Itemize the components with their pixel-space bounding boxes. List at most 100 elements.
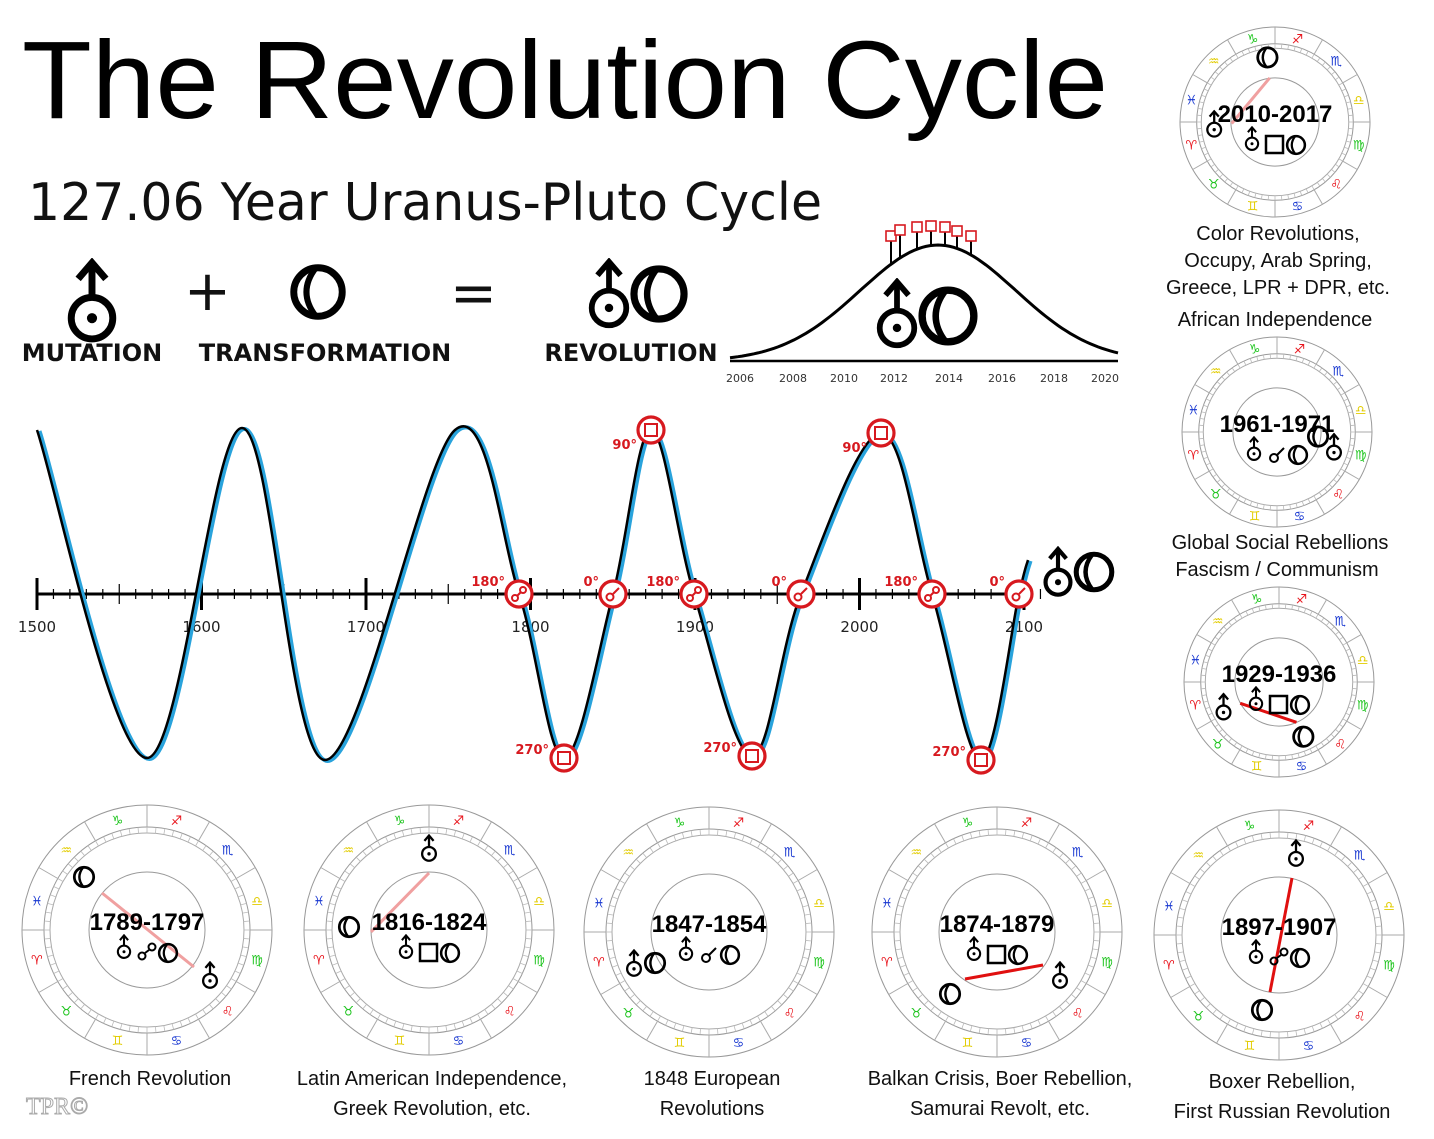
degree-tick	[1021, 1025, 1025, 1032]
degree-tick	[484, 1009, 489, 1015]
degree-tick	[1353, 997, 1359, 1002]
degree-tick	[1347, 108, 1353, 110]
aspect-line	[369, 871, 431, 934]
degree-tick	[1372, 907, 1379, 911]
degree-tick	[377, 1013, 381, 1020]
degree-tick	[1212, 473, 1217, 478]
sign-divider	[198, 1018, 210, 1039]
degree-tick	[897, 904, 904, 908]
chart-wheel-1847-1854: ♈ ♉ ♊ ♋ ♌ ♍ ♎ ♏ ♐ ♑ ♒ ♓ 1847-1854 1848 European Revolu…	[583, 806, 835, 1120]
degree-tick	[401, 1023, 405, 1030]
degree-tick	[1227, 1018, 1231, 1025]
degree-tick	[907, 980, 914, 984]
degree-tick	[1194, 875, 1200, 880]
degree-tick	[401, 830, 405, 837]
degree-tick	[1059, 1006, 1064, 1012]
degree-tick	[1223, 626, 1228, 631]
zodiac-sign-icon: ♍	[533, 954, 545, 969]
degree-tick	[1287, 1031, 1289, 1038]
degree-tick	[930, 1006, 935, 1012]
degree-tick	[681, 1025, 685, 1032]
square-icon	[644, 423, 658, 437]
degree-tick	[1349, 444, 1355, 446]
degree-tick	[897, 956, 904, 960]
sign-divider	[1085, 983, 1106, 995]
sign-divider	[1229, 349, 1239, 365]
degree-tick	[1343, 462, 1349, 466]
sign-divider	[480, 1018, 492, 1039]
degree-tick	[155, 1026, 157, 1033]
degree-tick	[1179, 907, 1186, 911]
degree-tick	[1071, 994, 1077, 999]
zodiac-sign-icon: ♐	[1294, 342, 1306, 357]
bell-tick-label: 2006	[726, 372, 754, 385]
degree-tick	[95, 840, 99, 847]
zodiac-sign-icon: ♎	[251, 894, 263, 909]
degree-tick	[445, 1025, 448, 1032]
sign-divider	[1317, 599, 1327, 615]
degree-tick	[234, 886, 241, 890]
degree-tick	[1189, 983, 1196, 987]
sign-divider	[1231, 599, 1241, 615]
degree-tick	[665, 1019, 669, 1026]
degree-tick	[238, 962, 244, 966]
degree-tick	[629, 865, 635, 870]
degree-tick	[1299, 48, 1303, 53]
degree-tick	[923, 1000, 929, 1006]
degree-tick	[1289, 354, 1291, 360]
degree-tick	[1251, 751, 1255, 756]
degree-tick	[240, 902, 247, 906]
degree-tick	[491, 850, 496, 856]
degree-tick	[1226, 488, 1230, 493]
degree-tick	[917, 994, 923, 999]
degree-tick	[1093, 922, 1100, 924]
wheel-years: 1929-1936	[1222, 661, 1337, 688]
degree-tick	[1203, 456, 1208, 460]
degree-tick	[978, 1027, 981, 1034]
wheel-caption: Greek Revolution, etc.	[333, 1098, 531, 1120]
degree-tick	[1330, 626, 1335, 631]
square-aspect-marker	[894, 224, 906, 236]
degree-tick	[226, 985, 232, 990]
uranus-icon	[880, 282, 915, 345]
degree-tick	[800, 896, 806, 900]
zodiac-sign-icon: ♋	[453, 1034, 465, 1049]
aspect-degree-label: 180°	[471, 575, 505, 590]
degree-tick	[1237, 364, 1241, 369]
degree-tick	[362, 1004, 367, 1010]
degree-tick	[1295, 356, 1298, 361]
degree-tick	[1243, 498, 1247, 504]
zodiac-sign-icon: ♓	[31, 894, 43, 909]
degree-tick	[1338, 158, 1343, 162]
wheel-inner-circle	[88, 871, 206, 989]
sign-divider	[888, 869, 909, 881]
aspect-degree-label: 180°	[884, 575, 918, 590]
sign-divider	[1317, 749, 1327, 765]
conjunction-icon	[1269, 453, 1279, 463]
degree-tick	[1201, 668, 1207, 670]
wheel-caption: Occupy, Arab Spring,	[1184, 250, 1372, 272]
bell-curve	[729, 243, 1119, 360]
square-icon	[1264, 134, 1285, 155]
degree-tick	[326, 920, 333, 922]
degree-tick	[1237, 495, 1241, 500]
zodiac-sign-icon: ♌	[1332, 487, 1344, 502]
degree-tick	[642, 852, 647, 858]
degree-tick	[615, 972, 622, 976]
degree-tick	[796, 972, 803, 976]
degree-tick	[477, 840, 481, 847]
sign-divider	[646, 1020, 658, 1041]
degree-tick	[1331, 169, 1336, 173]
degree-tick	[1347, 861, 1353, 867]
degree-tick	[53, 970, 60, 974]
degree-tick	[1327, 845, 1331, 852]
zodiac-sign-icon: ♑	[962, 816, 974, 831]
degree-tick	[332, 962, 338, 966]
sign-divider	[1330, 1023, 1342, 1044]
mutation-label: MUTATION	[22, 339, 162, 367]
degree-tick	[1084, 972, 1091, 976]
degree-tick	[725, 1027, 728, 1034]
degree-tick	[1199, 101, 1204, 104]
degree-tick	[1358, 875, 1364, 880]
degree-tick	[649, 1011, 654, 1017]
